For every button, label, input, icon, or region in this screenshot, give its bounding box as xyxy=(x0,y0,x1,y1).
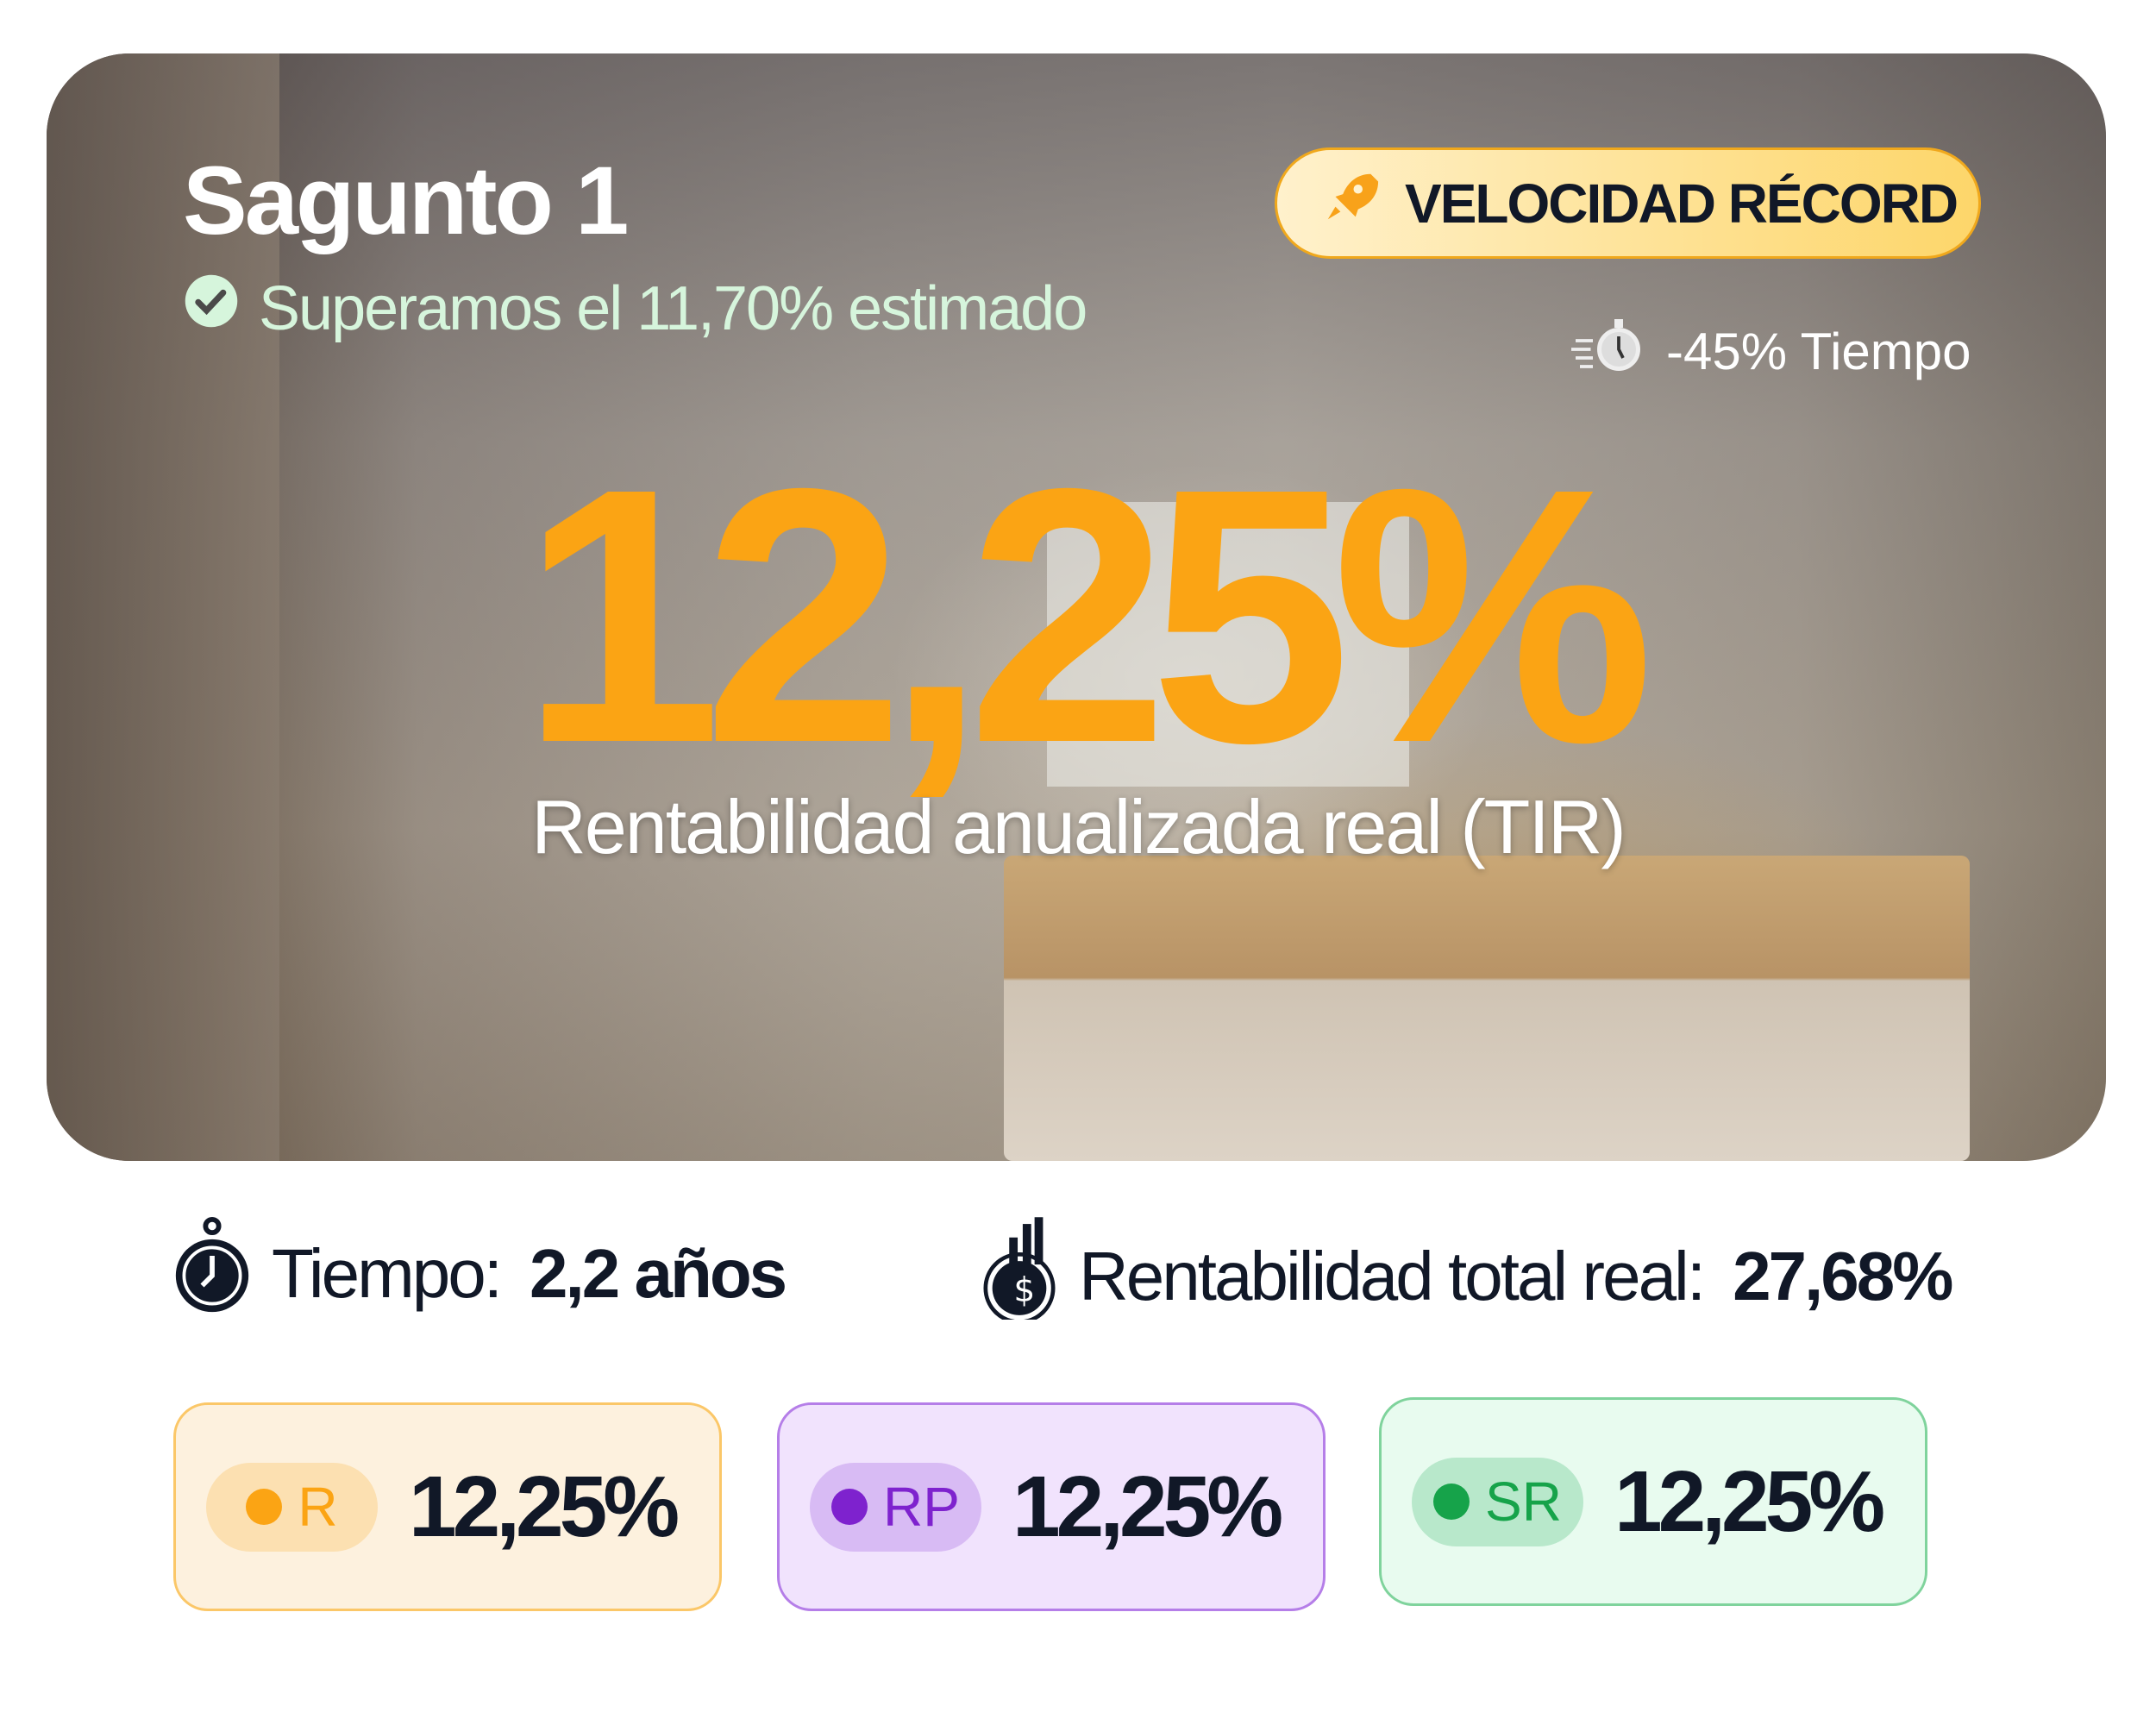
rocket-icon xyxy=(1320,166,1381,240)
purple-dot-icon xyxy=(831,1489,868,1525)
tag-label: R xyxy=(298,1476,338,1538)
property-title: Sagunto 1 xyxy=(183,147,629,254)
total-return-label: Rentabilidad total real: xyxy=(1079,1237,1706,1314)
money-growth-icon: $ xyxy=(979,1216,1060,1336)
background-photo-bed xyxy=(1004,856,1970,1161)
estimate-text: Superamos el 11,70% estimado xyxy=(259,273,1087,343)
green-dot-icon xyxy=(1433,1484,1470,1520)
badge-label: VELOCIDAD RÉCORD xyxy=(1405,172,1959,235)
return-box-r: R 12,25% xyxy=(173,1402,722,1611)
fast-stopwatch-icon xyxy=(1571,315,1649,387)
return-box-sr: SR 12,25% xyxy=(1379,1397,1927,1606)
total-return-value: 27,68% xyxy=(1733,1237,1953,1314)
main-return-value: 12,25% xyxy=(520,414,1654,819)
time-reduction: -45% Tiempo xyxy=(1571,315,1971,387)
return-box-rp: RP 12,25% xyxy=(777,1402,1326,1611)
stopwatch-icon xyxy=(172,1216,253,1332)
orange-dot-icon xyxy=(246,1489,283,1525)
return-value: 12,25% xyxy=(1012,1458,1283,1555)
estimate-note: Superamos el 11,70% estimado xyxy=(183,273,1087,344)
time-label: Tiempo: xyxy=(272,1235,503,1312)
tag-pill-rp: RP xyxy=(810,1462,981,1552)
total-return-stat: $ Rentabilidad total real: 27,68% xyxy=(979,1216,1953,1336)
tag-pill-sr: SR xyxy=(1412,1457,1583,1546)
check-circle-icon xyxy=(183,273,240,344)
time-reduction-text: -45% Tiempo xyxy=(1666,322,1971,380)
return-value: 12,25% xyxy=(1614,1452,1885,1550)
return-value: 12,25% xyxy=(409,1458,680,1555)
record-speed-badge: VELOCIDAD RÉCORD xyxy=(1275,147,1981,259)
time-stat: Tiempo: 2,2 años xyxy=(172,1216,787,1332)
tag-pill-r: R xyxy=(206,1462,378,1552)
background-photo-door xyxy=(47,53,279,1161)
time-value: 2,2 años xyxy=(530,1235,787,1312)
main-return-label: Rentabilidad anualizada real (TIR) xyxy=(531,784,1626,869)
tag-label: SR xyxy=(1485,1471,1562,1533)
tag-label: RP xyxy=(883,1476,960,1538)
background-photo-window xyxy=(1047,502,1409,787)
